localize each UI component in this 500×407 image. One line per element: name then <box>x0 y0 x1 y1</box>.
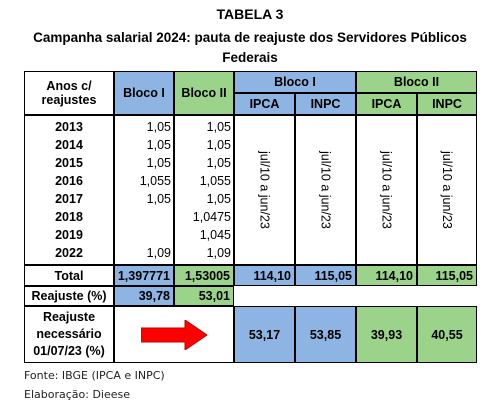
header-group-bloco1: Bloco I <box>234 71 356 93</box>
header-bloco1: Bloco I <box>114 71 174 115</box>
row-year: 2014 <box>55 138 83 152</box>
elaboration-note: Elaboração: Dieese <box>24 388 131 401</box>
row-year: 2017 <box>55 192 83 206</box>
row-b2: 1,05 <box>206 120 231 134</box>
row-b1: 1,05 <box>146 156 171 170</box>
total-label: Total <box>24 265 114 286</box>
bloco2-column <box>174 115 234 265</box>
period-ipca-bloco2: jul/10 a jun/23 <box>356 115 417 265</box>
row-b1 <box>114 208 174 226</box>
header-ipca-bloco2: IPCA <box>356 93 417 115</box>
period-text: jul/10 a jun/23 <box>379 151 394 229</box>
necessario-ipca-bloco1: 53,17 <box>234 306 295 363</box>
header-inpc-bloco1: INPC <box>295 93 356 115</box>
arrow-cell <box>114 306 234 363</box>
row-b1: 1,05 <box>146 120 171 134</box>
row-year: 2019 <box>55 228 83 242</box>
total-inpc-bloco2: 115,05 <box>417 265 477 286</box>
total-bloco2: 1,53005 <box>174 265 234 286</box>
row-b2: 1,0475 <box>192 210 231 224</box>
row-b2: 1,055 <box>199 174 231 188</box>
header-ipca-bloco1: IPCA <box>234 93 295 115</box>
salary-table: Anos c/ reajustes Bloco I Bloco II Bloco… <box>24 71 477 363</box>
necessario-inpc-bloco2: 40,55 <box>417 306 477 363</box>
row-b1: 1,055 <box>139 174 171 188</box>
table-title: TABELA 3 <box>216 6 284 22</box>
arrow-right-icon <box>141 319 207 350</box>
row-year: 2015 <box>55 156 83 170</box>
table-subtitle-line1: Campanha salarial 2024: pauta de reajust… <box>33 30 467 45</box>
header-anos-line2: reajustes <box>41 93 97 107</box>
necessario-line1: Reajuste <box>42 310 96 324</box>
total-ipca-bloco2: 114,10 <box>356 265 417 286</box>
period-text: jul/10 a jun/23 <box>440 151 454 229</box>
reajuste-bloco1: 39,78 <box>114 286 174 306</box>
necessario-label: Reajuste necessário 01/07/23 (%) <box>24 306 114 363</box>
header-inpc-bloco2: INPC <box>417 93 477 115</box>
years-column <box>24 115 114 265</box>
row-year: 2016 <box>55 174 83 188</box>
row-b1 <box>114 226 174 244</box>
total-inpc-bloco1: 115,05 <box>295 265 356 286</box>
period-inpc-bloco1: jul/10 a jun/23 <box>295 115 356 265</box>
header-group-bloco2: Bloco II <box>356 71 477 93</box>
row-year: 2013 <box>55 120 83 134</box>
source-note: Fonte: IBGE (IPCA e INPC) <box>24 369 165 382</box>
period-text: jul/10 a jun/23 <box>318 151 333 229</box>
row-b1: 1,05 <box>146 138 171 152</box>
row-b2: 1,05 <box>206 156 231 170</box>
row-b2: 1,05 <box>206 138 231 152</box>
reajuste-bloco2: 53,01 <box>174 286 234 306</box>
total-bloco1: 1,397771 <box>114 265 174 286</box>
row-b2: 1,09 <box>206 246 231 260</box>
necessario-line3: 01/07/23 (%) <box>33 344 105 358</box>
row-b1: 1,09 <box>146 246 171 260</box>
row-year: 2018 <box>55 210 83 224</box>
header-bloco2: Bloco II <box>174 71 234 115</box>
period-ipca-bloco1: jul/10 a jun/23 <box>234 115 295 265</box>
necessario-ipca-bloco2: 39,93 <box>356 306 417 363</box>
period-text: jul/10 a jun/23 <box>257 151 272 229</box>
bloco1-column <box>114 115 174 265</box>
row-b1: 1,05 <box>146 192 171 206</box>
period-inpc-bloco2: jul/10 a jun/23 <box>417 115 477 265</box>
row-b2: 1,045 <box>199 228 231 242</box>
header-anos-line1: Anos c/ <box>46 79 92 93</box>
header-anos: Anos c/ reajustes <box>24 71 114 115</box>
row-year: 2022 <box>55 246 83 260</box>
reajuste-label: Reajuste (%) <box>24 286 114 306</box>
total-ipca-bloco1: 114,10 <box>234 265 295 286</box>
table-subtitle-line2: Federais <box>222 50 278 65</box>
necessario-inpc-bloco1: 53,85 <box>295 306 356 363</box>
necessario-line2: necessário <box>36 327 102 341</box>
row-b2: 1,05 <box>206 192 231 206</box>
